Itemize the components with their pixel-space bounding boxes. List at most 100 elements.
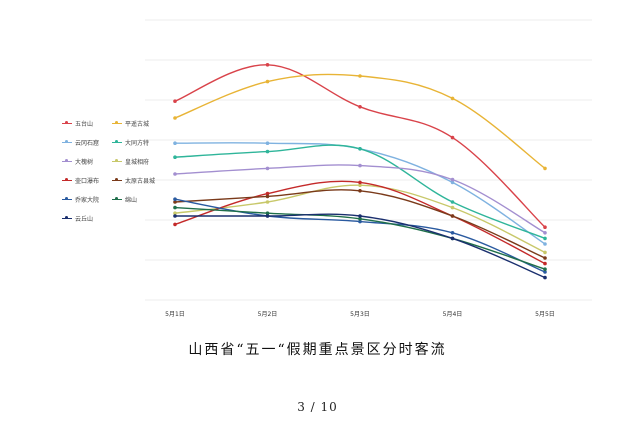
data-point [450,205,455,210]
legend-item: 绵山 [112,194,137,204]
data-point [265,211,270,215]
data-point [450,180,455,185]
legend-label: 云丘山 [75,215,94,223]
data-point [173,222,177,227]
data-point [543,261,547,266]
data-point [265,149,270,154]
legend-item: 乔家大院 [62,194,99,204]
series-0 [173,63,547,229]
data-point [173,155,177,159]
series-line [174,64,546,228]
data-point [358,180,362,185]
data-point [358,219,362,224]
data-point [450,135,455,140]
data-point [173,214,177,218]
data-point [450,236,455,241]
legend-label: 壶口瀑布 [75,177,100,185]
legend-item: 太原古县城 [112,175,155,185]
data-point [450,231,455,235]
series-9 [173,205,547,272]
data-point [358,214,362,218]
legend-swatch [62,196,72,200]
legend-item: 平遥古城 [112,118,149,128]
series-8 [173,197,547,274]
legend-label: 太原古县城 [125,177,156,185]
series-1 [173,73,547,171]
legend-label: 平遥古城 [125,120,150,128]
series-line [174,142,546,245]
data-point [265,200,270,204]
data-point [450,177,455,182]
data-point [358,189,362,193]
data-point [358,163,362,168]
data-point [543,225,547,229]
legend-item: 壶口瀑布 [62,175,99,185]
data-point [173,116,177,120]
page-number: 3 / 10 [297,400,338,414]
data-point [543,267,547,272]
data-point [543,270,547,274]
data-point [265,166,270,171]
legend-label: 五台山 [75,120,94,128]
data-point [265,79,270,84]
data-point [543,242,547,246]
legend-item: 云冈石窟 [62,137,99,147]
data-point [173,99,177,103]
x-tick-label: 5月3日 [350,311,370,318]
legend-item: 大槐树 [62,156,93,166]
x-axis-ticks: 5月1日 5月2日 5月3日 5月4日 5月5日 [165,311,555,318]
legend-swatch [62,158,72,162]
legend-label: 皇城相府 [125,158,150,166]
legend-swatch [62,177,72,181]
data-point [543,166,547,171]
data-point [543,275,547,280]
legend-label: 乔家大院 [75,196,100,204]
data-point [265,63,270,67]
series-lines [173,63,547,280]
x-tick-label: 5月4日 [443,311,463,318]
data-point [450,96,455,101]
data-point [358,147,362,151]
data-point [265,191,270,196]
legend-label: 大同方特 [125,139,150,147]
series-3 [173,144,547,241]
x-tick-label: 5月5日 [535,311,555,318]
data-point [543,231,547,235]
legend-item: 皇城相府 [112,156,149,166]
data-point [450,214,455,218]
x-tick-label: 5月1日 [165,311,185,318]
legend-swatch [62,120,72,124]
data-point [358,105,362,109]
legend-swatch [62,139,72,143]
legend-item: 云丘山 [62,213,93,223]
legend-swatch [112,158,122,162]
data-point [358,217,362,221]
data-point [358,183,362,187]
grid-lines [145,19,592,301]
data-point [450,200,455,204]
data-point [173,141,177,145]
data-point [543,250,547,255]
legend-swatch [112,177,122,181]
x-tick-label: 5月2日 [258,311,278,318]
data-point [543,236,547,241]
series-5 [173,183,547,255]
data-point [173,200,177,204]
legend-swatch [112,196,122,200]
series-7 [173,189,547,260]
data-point [173,197,177,201]
data-point [173,211,177,215]
data-point [265,194,270,199]
chart-caption: 山西省“五一“假期重点景区分时客流 [188,342,447,358]
legend-label: 大槐树 [75,158,94,166]
legend-item: 大同方特 [112,137,149,147]
series-10 [173,213,547,280]
data-point [265,141,270,145]
series-line [174,198,546,273]
data-point [358,74,362,78]
legend-swatch [112,120,122,124]
legend-label: 云冈石窟 [75,139,100,147]
data-point [173,172,177,176]
data-point [265,214,270,218]
